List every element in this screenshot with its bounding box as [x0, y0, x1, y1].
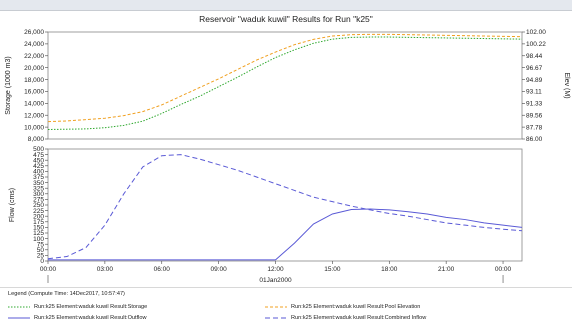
legend-item-pool-elevation: Run:k25 Element:waduk kuwil Result:Pool …	[265, 302, 420, 312]
x-tick-label: 03:00	[97, 266, 114, 273]
flow-tick-label: 250	[33, 202, 44, 209]
y-right-tick-label: 102.00	[526, 29, 546, 36]
legend-swatch-storage	[8, 304, 30, 310]
chart-area: Reservoir "waduk kuwil" Results for Run …	[0, 11, 572, 287]
flow-tick-label: 500	[33, 146, 44, 153]
flow-tick-label: 225	[33, 208, 44, 215]
legend-label-combined-inflow: Run:k25 Element:waduk kuwil Result:Combi…	[291, 315, 427, 321]
y-tick-label: 20,000	[24, 65, 44, 72]
chart-svg: Reservoir "waduk kuwil" Results for Run …	[5, 14, 570, 284]
y-tick-label: 22,000	[24, 53, 44, 60]
legend-item-combined-inflow: Run:k25 Element:waduk kuwil Result:Combi…	[265, 313, 426, 323]
flow-tick-label: 125	[33, 230, 44, 237]
y-tick-label: 24,000	[24, 41, 44, 48]
top-plot-frame	[47, 31, 523, 140]
window-titlebar	[0, 0, 572, 11]
outflow-line	[48, 208, 523, 261]
x-tick-label: 15:00	[324, 266, 341, 273]
y-axis-label-storage: Storage (1000 m3)	[5, 56, 12, 114]
flow-tick-label: 400	[33, 169, 44, 176]
y-right-tick-label: 91.33	[526, 101, 543, 108]
legend-item-outflow: Run:k25 Element:waduk kuwil Result:Outfl…	[8, 313, 147, 323]
flow-tick-label: 450	[33, 157, 44, 164]
y-right-tick-label: 86.00	[526, 136, 543, 143]
flow-tick-label: 200	[33, 213, 44, 220]
y-tick-label: 14,000	[24, 101, 44, 108]
chart-title: Reservoir "waduk kuwil" Results for Run …	[199, 14, 373, 24]
legend-swatch-combined-inflow	[265, 315, 287, 321]
flow-tick-label: 100	[33, 236, 44, 243]
flow-tick-label: 475	[33, 152, 44, 159]
flow-tick-label: 350	[33, 180, 44, 187]
flow-tick-label: 325	[33, 185, 44, 192]
x-tick-label: 09:00	[210, 266, 227, 273]
flow-tick-label: 175	[33, 219, 44, 226]
y-right-tick-label: 87.78	[526, 124, 543, 131]
y-axis-label-elev: Elev (M)	[563, 72, 570, 98]
x-tick-label: 12:00	[267, 266, 284, 273]
y-right-tick-label: 93.11	[526, 89, 542, 96]
legend-label-pool-elevation: Run:k25 Element:waduk kuwil Result:Pool …	[291, 304, 421, 310]
flow-tick-label: 425	[33, 163, 44, 170]
legend-swatch-outflow	[8, 315, 30, 321]
x-tick-label: 18:00	[381, 266, 398, 273]
y-tick-label: 18,000	[24, 77, 44, 84]
y-right-tick-label: 100.22	[526, 41, 546, 48]
x-tick-label: 06:00	[154, 266, 171, 273]
legend-swatch-pool-elevation	[265, 304, 287, 310]
y-tick-label: 26,000	[24, 29, 44, 36]
top-panel: 8,000 86.00 10,000 87.78 12,000 89.56 14,000 91…	[5, 29, 570, 143]
flow-tick-label: 0	[40, 258, 44, 265]
y-right-tick-label: 96.67	[526, 65, 543, 72]
bottom-plot-frame	[47, 148, 523, 262]
x-tick-label: 21:00	[438, 266, 455, 273]
y-right-tick-label: 89.56	[526, 112, 543, 119]
flow-tick-label: 50	[37, 247, 45, 254]
flow-tick-label: 275	[33, 197, 44, 204]
legend-title: Legend (Compute Time: 14Dec2017, 10:57:4…	[8, 291, 125, 297]
flow-tick-label: 25	[37, 253, 45, 260]
y-right-tick-label: 94.89	[526, 77, 543, 84]
flow-tick-label: 375	[33, 174, 44, 181]
storage-line	[47, 36, 523, 130]
x-tick-label: 00:00	[495, 266, 512, 273]
bottom-panel: 0255075100125150175200225250275300325350…	[9, 146, 523, 284]
combined-inflow-line	[47, 154, 523, 260]
legend-label-outflow: Run:k25 Element:waduk kuwil Result:Outfl…	[34, 315, 147, 321]
flow-tick-label: 300	[33, 191, 44, 198]
pool-elevation-line	[47, 33, 523, 123]
y-tick-label: 12,000	[24, 112, 44, 119]
flow-tick-label: 75	[37, 241, 45, 248]
x-axis-date-label: 01Jan2000	[259, 277, 292, 284]
legend-label-storage: Run:k25 Element:waduk kuwil Result:Stora…	[34, 304, 148, 310]
y-right-tick-label: 98.44	[526, 53, 543, 60]
legend: Legend (Compute Time: 14Dec2017, 10:57:4…	[0, 287, 572, 326]
y-tick-label: 8,000	[28, 136, 45, 143]
legend-item-storage: Run:k25 Element:waduk kuwil Result:Stora…	[8, 302, 147, 312]
y-tick-label: 10,000	[24, 124, 44, 131]
x-tick-label: 00:00	[40, 266, 57, 273]
y-tick-label: 16,000	[24, 89, 44, 96]
y-axis-label-flow: Flow (cms)	[9, 188, 16, 222]
flow-tick-label: 150	[33, 225, 44, 232]
